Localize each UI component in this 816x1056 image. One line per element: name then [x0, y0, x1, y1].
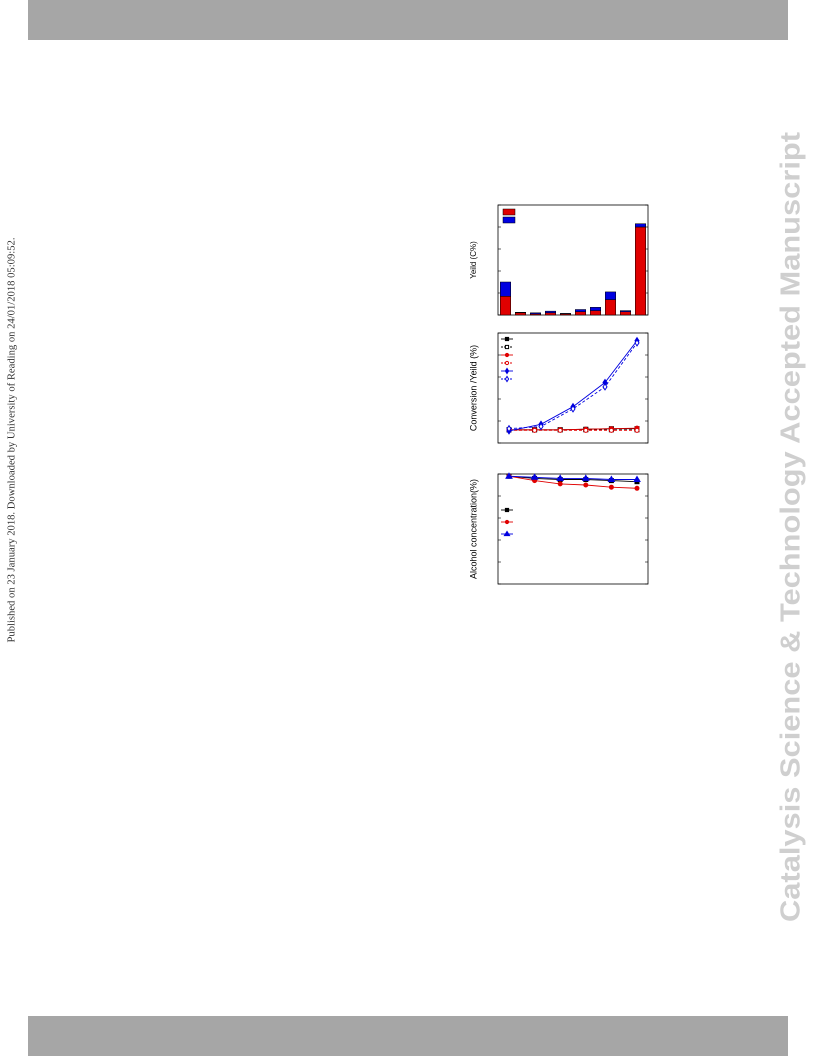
legend-swatch	[502, 216, 516, 224]
bar-segment	[515, 312, 526, 316]
series-line	[508, 340, 638, 432]
marker	[504, 507, 510, 513]
legend-swatch	[502, 208, 516, 216]
bar-segment	[575, 311, 586, 316]
bar-segment	[500, 296, 511, 316]
bar-segment	[590, 310, 601, 316]
bar-segment	[635, 223, 646, 228]
bar-segment	[620, 310, 631, 312]
bar-segment	[545, 312, 556, 316]
header-band	[28, 0, 788, 40]
series-line	[509, 427, 638, 431]
marker	[634, 485, 640, 491]
plot-frame	[497, 204, 649, 316]
marker	[634, 338, 640, 347]
bar-segment	[575, 309, 586, 312]
download-note: Published on 23 January 2018. Downloaded…	[6, 238, 17, 643]
plot-frame	[497, 473, 649, 585]
marker	[602, 382, 608, 391]
watermark: Catalysis Science & Technology Accepted …	[774, 132, 805, 922]
plot-frame	[497, 332, 649, 444]
series-line	[508, 342, 638, 430]
bar-segment	[620, 311, 631, 316]
bar-segment	[500, 281, 511, 297]
series-line	[508, 475, 638, 489]
marker	[504, 519, 510, 525]
marker	[557, 481, 563, 487]
marker	[581, 474, 590, 481]
series-line	[508, 475, 637, 480]
marker	[633, 475, 641, 482]
marker	[570, 404, 576, 413]
marker	[583, 482, 589, 488]
bar-segment	[560, 313, 571, 315]
bar-segment	[605, 299, 616, 316]
marker	[504, 367, 510, 375]
marker	[607, 475, 616, 482]
marker	[532, 427, 538, 433]
bar-segment	[605, 291, 616, 300]
marker	[634, 427, 640, 433]
marker	[504, 360, 510, 366]
marker	[504, 352, 510, 358]
footer-band	[28, 1016, 788, 1056]
bar-segment	[515, 312, 526, 314]
bar-segment	[590, 307, 601, 311]
marker	[538, 422, 544, 431]
y-axis-label: Alcohol concentration(%)	[468, 479, 478, 579]
y-axis-label: Conversion /Yeild (%)	[468, 345, 478, 431]
marker	[504, 336, 510, 342]
bar-segment	[545, 310, 556, 314]
marker	[506, 424, 512, 433]
marker	[556, 474, 565, 481]
y-axis-label: Yeild (C%)	[469, 241, 478, 279]
bar-segment	[635, 226, 646, 316]
marker	[503, 530, 511, 537]
series-line	[508, 475, 638, 483]
bar-segment	[530, 312, 541, 315]
marker	[504, 375, 510, 383]
marker	[505, 472, 513, 479]
marker	[504, 344, 510, 350]
marker	[583, 427, 589, 433]
marker	[608, 427, 614, 433]
marker	[530, 473, 539, 480]
marker	[557, 427, 563, 433]
marker	[608, 484, 614, 490]
